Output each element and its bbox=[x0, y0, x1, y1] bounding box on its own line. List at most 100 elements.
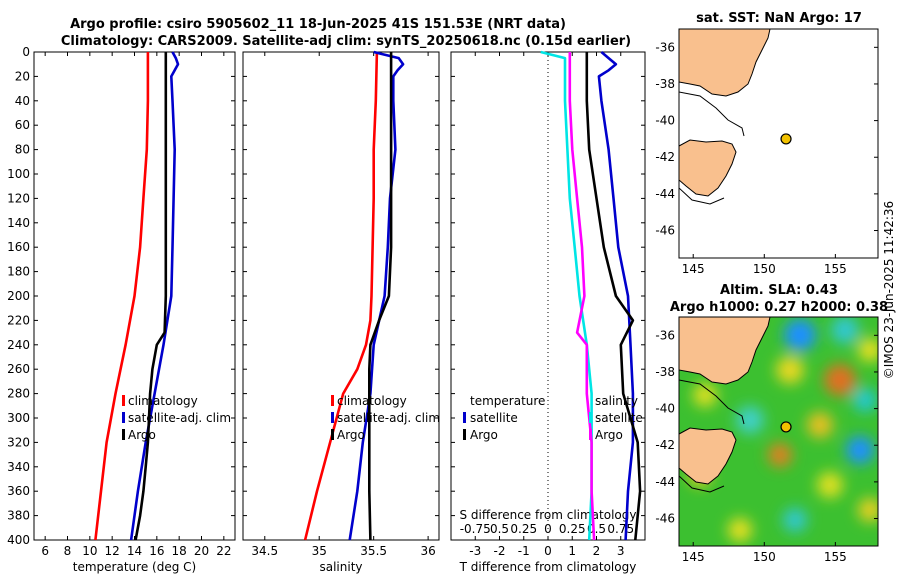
sla-tasmania-land bbox=[679, 427, 737, 485]
y-tick-label: 140 bbox=[7, 216, 30, 230]
s-tick-label: 0.5 bbox=[587, 522, 606, 536]
lat-tick-label: -36 bbox=[655, 328, 675, 342]
legend-swatch bbox=[589, 412, 592, 423]
legend-label: salinity bbox=[595, 394, 638, 408]
y-tick-label: 80 bbox=[15, 143, 30, 157]
x-tick-label: 34.5 bbox=[251, 544, 278, 558]
x-tick-label: 1 bbox=[568, 544, 576, 558]
y-tick-label: 320 bbox=[7, 435, 30, 449]
s-tick-label: 0.5 bbox=[490, 522, 509, 536]
x-axis-label: temperature (deg C) bbox=[73, 560, 196, 574]
legend-label: satellite-adj. clim bbox=[128, 411, 231, 425]
sla-map-subtitle: Argo h1000: 0.27 h2000: 0.38 bbox=[670, 300, 888, 315]
y-tick-label: 120 bbox=[7, 191, 30, 205]
lon-tick-label: 145 bbox=[682, 262, 705, 276]
x-tick-label: 18 bbox=[172, 544, 187, 558]
sst-map-frame bbox=[678, 28, 879, 259]
s-tick-label: -0.75 bbox=[460, 522, 491, 536]
lat-tick-label: -38 bbox=[655, 77, 675, 91]
lon-tick-label: 155 bbox=[824, 550, 847, 564]
legend-label: Argo bbox=[595, 428, 623, 442]
sla-map-axes: 145 150 155 -36 -38 -40 -42 -44 -46 bbox=[655, 328, 878, 564]
lat-tick-label: -36 bbox=[655, 40, 675, 54]
x-tick-label: 35.5 bbox=[360, 544, 387, 558]
legend-label: temperature bbox=[470, 394, 545, 408]
lon-tick-label: 155 bbox=[824, 262, 847, 276]
difference-panel: -3 -2 -1 0 1 2 3 S difference from climatology-… bbox=[450, 50, 646, 574]
legend-swatch bbox=[589, 429, 592, 440]
series-line-argo bbox=[134, 52, 168, 541]
lat-tick-label: -42 bbox=[655, 150, 675, 164]
series-line-argo bbox=[368, 52, 393, 541]
series-line-t-argo bbox=[585, 52, 642, 541]
x-tick-label: 35 bbox=[312, 544, 327, 558]
lon-tick-label: 150 bbox=[753, 550, 776, 564]
legend-swatch bbox=[331, 412, 334, 423]
lat-tick-label: -44 bbox=[655, 187, 675, 201]
legend-label: satellite bbox=[470, 411, 518, 425]
title-line-1: Argo profile: csiro 5905602_11 18-Jun-20… bbox=[70, 17, 566, 32]
s-difference-axis-label: S difference from climatology bbox=[460, 508, 637, 522]
lat-tick-label: -42 bbox=[655, 438, 675, 452]
x-tick-label: -2 bbox=[494, 544, 506, 558]
x-tick-label: 8 bbox=[64, 544, 72, 558]
legend-label: Argo bbox=[470, 428, 498, 442]
lat-tick-label: -38 bbox=[655, 365, 675, 379]
sla-map-frame bbox=[678, 316, 879, 547]
series-line-s-argo bbox=[568, 52, 596, 541]
series-line-climatology bbox=[303, 51, 379, 541]
y-tick-label: 180 bbox=[7, 265, 30, 279]
y-tick-label: 40 bbox=[15, 94, 30, 108]
x-tick-label: 20 bbox=[194, 544, 209, 558]
x-axis-label: salinity bbox=[319, 560, 362, 574]
lon-tick-label: 145 bbox=[682, 550, 705, 564]
sla-coastline-outline bbox=[679, 379, 745, 493]
lat-tick-label: -40 bbox=[655, 114, 675, 128]
legend-swatch bbox=[463, 429, 466, 440]
tasmania-land bbox=[679, 139, 737, 197]
x-tick-label: 3 bbox=[617, 544, 625, 558]
sst-map-title: sat. SST: NaN Argo: 17 bbox=[696, 11, 862, 26]
x-tick-label: 22 bbox=[216, 544, 231, 558]
lat-tick-label: -46 bbox=[655, 512, 675, 526]
x-tick-label: 12 bbox=[105, 544, 120, 558]
argo-float-marker bbox=[780, 421, 792, 433]
y-tick-label: 220 bbox=[7, 313, 30, 327]
coastline-outline bbox=[679, 91, 745, 205]
mainland-land bbox=[679, 29, 771, 97]
lon-tick-label: 150 bbox=[753, 262, 776, 276]
sla-mainland-land bbox=[679, 317, 771, 385]
sst-map-axes: 145 150 155 -36 -38 -40 -42 -44 -46 bbox=[655, 40, 878, 276]
y-tick-label: 340 bbox=[7, 460, 30, 474]
s-tick-label: 0.25 bbox=[510, 522, 537, 536]
x-tick-label: 0 bbox=[544, 544, 552, 558]
lat-tick-label: -40 bbox=[655, 402, 675, 416]
y-tick-label: 360 bbox=[7, 484, 30, 498]
legend-swatch bbox=[463, 412, 466, 423]
y-tick-label: 160 bbox=[7, 240, 30, 254]
title-line-2: Climatology: CARS2009. Satellite-adj cli… bbox=[61, 34, 631, 49]
y-tick-label: 60 bbox=[15, 118, 30, 132]
imos-watermark: ©IMOS 23-Jun-2025 11:42:36 bbox=[882, 201, 896, 379]
x-tick-label: 36 bbox=[420, 544, 435, 558]
s-tick-label: 0.25 bbox=[559, 522, 586, 536]
legend-label: satellite bbox=[595, 411, 643, 425]
y-tick-label: 100 bbox=[7, 167, 30, 181]
y-tick-label: 200 bbox=[7, 289, 30, 303]
legend-label: Argo bbox=[337, 428, 365, 442]
x-tick-label: -1 bbox=[518, 544, 530, 558]
y-tick-label: 400 bbox=[7, 533, 30, 547]
y-tick-label: 300 bbox=[7, 411, 30, 425]
temperature-panel: 0 20 40 60 80 100 120 140 160 180 200 220 240 260 280 3… bbox=[7, 45, 236, 574]
y-tick-label: 260 bbox=[7, 362, 30, 376]
legend-swatch bbox=[122, 395, 125, 406]
x-tick-label: 16 bbox=[149, 544, 164, 558]
s-tick-label: 0 bbox=[544, 522, 552, 536]
sla-map: Altim. SLA: 0.43 Argo h1000: 0.27 h2000:… bbox=[655, 283, 888, 564]
sst-map: sat. SST: NaN Argo: 17 145 150 155 -36 -38 -4… bbox=[655, 11, 879, 276]
s-tick-label: 0.75 bbox=[607, 522, 634, 536]
x-tick-label: -3 bbox=[469, 544, 481, 558]
legend-label: Argo bbox=[128, 428, 156, 442]
y-tick-label: 0 bbox=[22, 45, 30, 59]
